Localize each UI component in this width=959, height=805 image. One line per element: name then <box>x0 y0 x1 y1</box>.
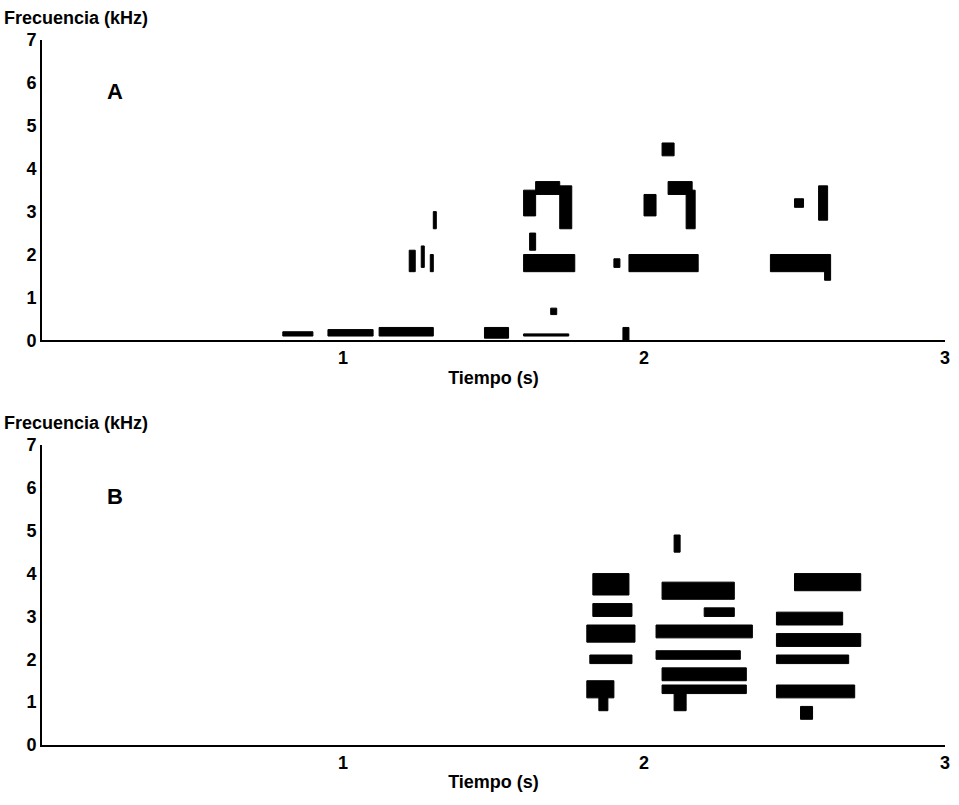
svg-text:3: 3 <box>940 348 950 368</box>
svg-text:3: 3 <box>26 202 36 222</box>
svg-text:0: 0 <box>26 735 36 755</box>
svg-text:A: A <box>107 79 123 104</box>
svg-text:1: 1 <box>26 692 36 712</box>
svg-text:1: 1 <box>26 288 36 308</box>
svg-text:4: 4 <box>26 159 36 179</box>
svg-text:6: 6 <box>26 73 36 93</box>
svg-text:Frecuencia (kHz): Frecuencia (kHz) <box>4 8 148 28</box>
svg-text:1: 1 <box>338 753 348 773</box>
svg-text:3: 3 <box>940 753 950 773</box>
svg-text:Tiempo (s): Tiempo (s) <box>448 368 539 388</box>
svg-text:5: 5 <box>26 521 36 541</box>
svg-text:2: 2 <box>639 348 649 368</box>
svg-text:4: 4 <box>26 564 36 584</box>
svg-text:2: 2 <box>639 753 649 773</box>
svg-text:Frecuencia (kHz): Frecuencia (kHz) <box>4 413 148 433</box>
svg-text:B: B <box>107 484 123 509</box>
svg-text:2: 2 <box>26 650 36 670</box>
svg-text:7: 7 <box>26 435 36 455</box>
svg-text:2: 2 <box>26 245 36 265</box>
svg-text:0: 0 <box>26 331 36 351</box>
svg-text:3: 3 <box>26 607 36 627</box>
svg-text:7: 7 <box>26 30 36 50</box>
svg-text:5: 5 <box>26 116 36 136</box>
svg-text:1: 1 <box>338 348 348 368</box>
svg-text:6: 6 <box>26 478 36 498</box>
svg-text:Tiempo (s): Tiempo (s) <box>448 772 539 792</box>
